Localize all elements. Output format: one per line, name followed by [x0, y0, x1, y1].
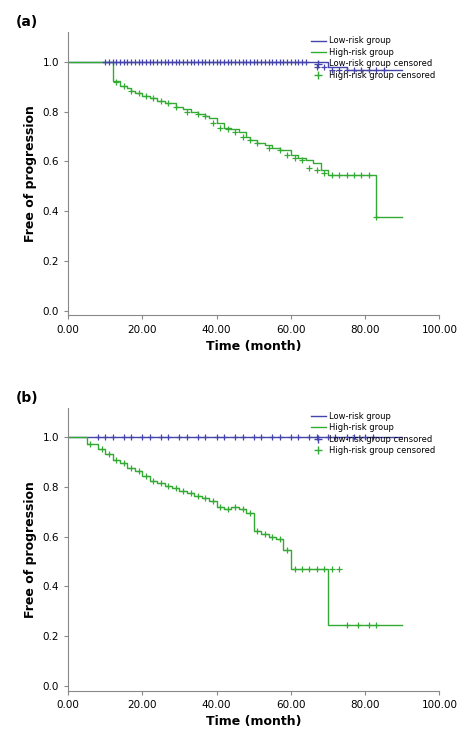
Legend: Low-risk group, High-risk group, Low-risk group censored, High-risk group censor: Low-risk group, High-risk group, Low-ris… [310, 37, 435, 80]
Y-axis label: Free of progression: Free of progression [24, 481, 37, 618]
Y-axis label: Free of progression: Free of progression [24, 106, 37, 242]
Text: (a): (a) [16, 16, 38, 29]
Text: (b): (b) [16, 390, 39, 405]
X-axis label: Time (month): Time (month) [206, 715, 301, 729]
Legend: Low-risk group, High-risk group, Low-risk group censored, High-risk group censor: Low-risk group, High-risk group, Low-ris… [310, 412, 435, 455]
X-axis label: Time (month): Time (month) [206, 340, 301, 353]
